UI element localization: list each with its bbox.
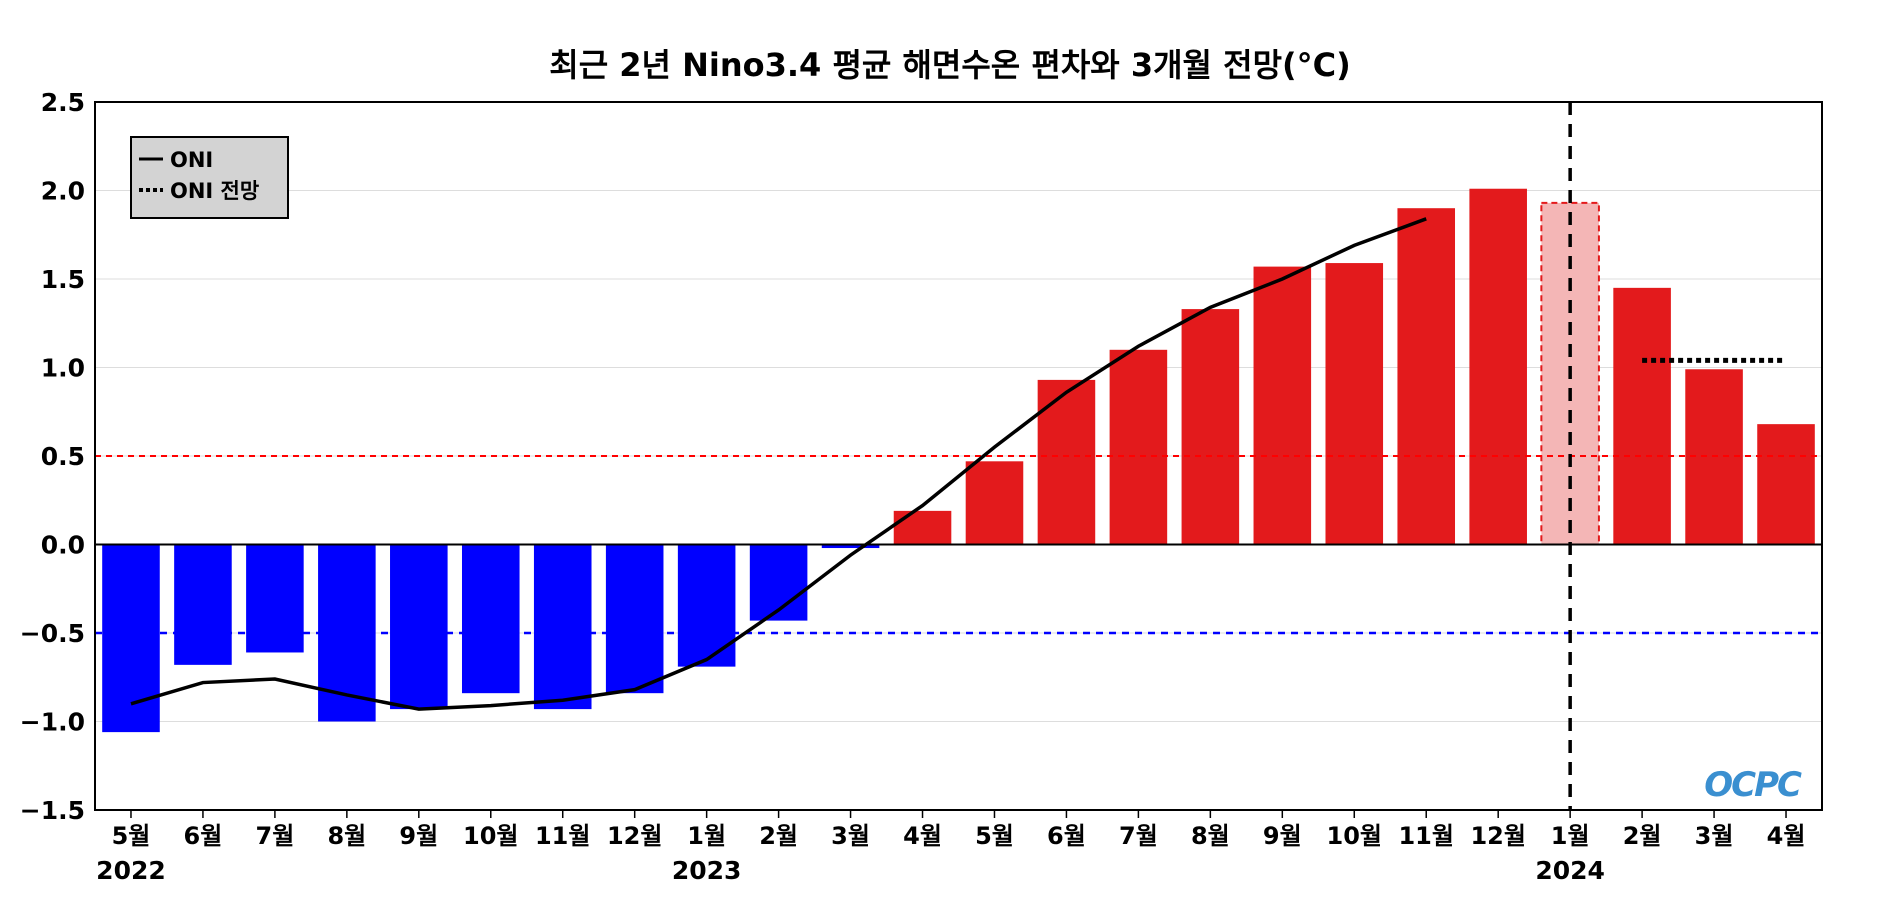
- legend-forecast-label: ONI 전망: [170, 179, 259, 203]
- x-tick-label: 2월: [759, 822, 798, 850]
- legend-box: [130, 136, 289, 219]
- y-tick-label: 2.0: [41, 177, 85, 206]
- y-tick-label: −1.0: [20, 708, 85, 737]
- legend: ONI ONI 전망: [130, 136, 289, 219]
- bar: [1181, 309, 1240, 545]
- bar: [893, 510, 952, 545]
- bar: [1109, 349, 1168, 545]
- y-tick-label: 1.5: [41, 265, 85, 294]
- x-tick-label: 1월: [687, 822, 726, 850]
- bar: [1325, 263, 1384, 545]
- x-tick-label: 5월: [112, 822, 151, 850]
- bar: [1469, 188, 1527, 545]
- x-tick-label: 11월: [1398, 822, 1453, 850]
- x-tick-label: 11월: [535, 822, 590, 850]
- year-label: 2023: [672, 856, 742, 885]
- legend-oni-label: ONI: [170, 148, 213, 172]
- bar: [390, 544, 448, 710]
- bar: [1757, 424, 1815, 545]
- x-tick-label: 9월: [399, 822, 438, 850]
- x-tick-label: 3월: [1695, 822, 1734, 850]
- chart-title: 최근 2년 Nino3.4 평균 해면수온 편차와 3개월 전망(°C): [549, 46, 1351, 84]
- x-tick-label: 12월: [1470, 822, 1525, 850]
- bar: [1037, 379, 1096, 545]
- y-tick-label: −0.5: [20, 619, 85, 648]
- x-tick-label: 4월: [1767, 822, 1806, 850]
- y-tick-label: −1.5: [20, 796, 85, 825]
- bar: [1253, 266, 1312, 545]
- x-tick-label: 3월: [831, 822, 870, 850]
- x-tick-label: 7월: [256, 822, 295, 850]
- x-tick-label: 2월: [1623, 822, 1662, 850]
- bar: [174, 544, 232, 665]
- y-tick-label: 1.0: [41, 354, 85, 383]
- x-tick-label: 10월: [463, 822, 518, 850]
- plot-area: 2.5 2.0 1.5 1.0 0.5 0.0 −0.5 −1.0 −1.5 5월 6월 7월 8월 9월…: [20, 88, 1823, 885]
- x-tick-label: 10월: [1327, 822, 1382, 850]
- oni-line: [130, 217, 1427, 711]
- ocpc-logo: OCPC: [1704, 765, 1802, 805]
- year-label: 2022: [96, 856, 166, 885]
- bar: [1613, 287, 1671, 545]
- x-tick-label: 8월: [1191, 822, 1230, 850]
- x-tick-label: 1월: [1551, 822, 1590, 850]
- bar: [461, 544, 520, 694]
- x-tick-label: 4월: [903, 822, 942, 850]
- x-tick-label: 5월: [975, 822, 1014, 850]
- x-tick-label: 6월: [184, 822, 223, 850]
- bar: [1397, 208, 1456, 545]
- y-tick-label: 0.5: [41, 442, 85, 471]
- y-tick-label: 0.0: [41, 531, 85, 560]
- bar: [102, 544, 160, 733]
- bar: [605, 544, 664, 694]
- x-tick-label: 7월: [1119, 822, 1158, 850]
- x-tick-label: 6월: [1047, 822, 1086, 850]
- bar: [965, 461, 1024, 545]
- year-label: 2024: [1535, 856, 1605, 885]
- bar: [821, 544, 880, 549]
- plot-frame: [94, 101, 1823, 811]
- x-tick-label: 9월: [1263, 822, 1302, 850]
- y-tick-label: 2.5: [41, 88, 85, 117]
- bar: [533, 544, 592, 710]
- bar: [246, 544, 304, 653]
- x-tick-label: 12월: [607, 822, 662, 850]
- bar: [677, 544, 736, 667]
- x-tick-label: 8월: [327, 822, 366, 850]
